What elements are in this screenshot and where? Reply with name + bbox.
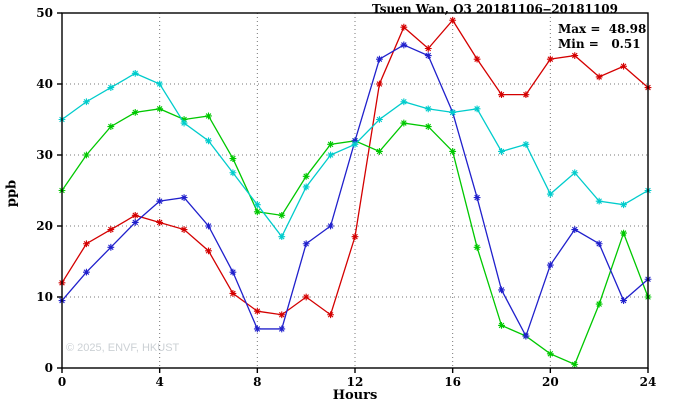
series-markers-day-3-blue [58,41,652,340]
y-tick-label: 20 [36,219,53,233]
x-tick-label: 12 [347,375,364,389]
series-line-day-1-red [61,19,649,316]
min-value-label: Min = 0.51 [558,37,641,51]
x-tick-label: 8 [253,375,261,389]
y-axis-label: ppb [4,179,20,208]
x-axis-label: Hours [332,388,378,403]
series-markers-day-1-red [58,16,652,319]
x-tick-label: 20 [542,375,559,389]
x-tick-label: 4 [155,375,163,389]
y-tick-label: 40 [36,77,53,91]
max-value-label: Max = 48.98 [558,22,647,36]
max-min-annotation: Max = 48.98 Min = 0.51 [558,22,646,52]
chart-title: Tsuen Wan, O3 20181106‒20181109 [371,2,618,16]
x-tick-label: 24 [640,375,657,389]
watermark: © 2025, ENVF, HKUST [66,342,180,354]
y-tick-label: 30 [36,148,53,162]
plot-border [61,12,649,369]
x-tick-label: 0 [58,375,66,389]
y-tick-label: 50 [36,6,53,20]
y-tick-label: 0 [45,361,53,375]
y-tick-label: 10 [36,290,53,304]
series-line-day-3-blue [61,44,649,338]
x-tick-label: 16 [444,375,461,389]
